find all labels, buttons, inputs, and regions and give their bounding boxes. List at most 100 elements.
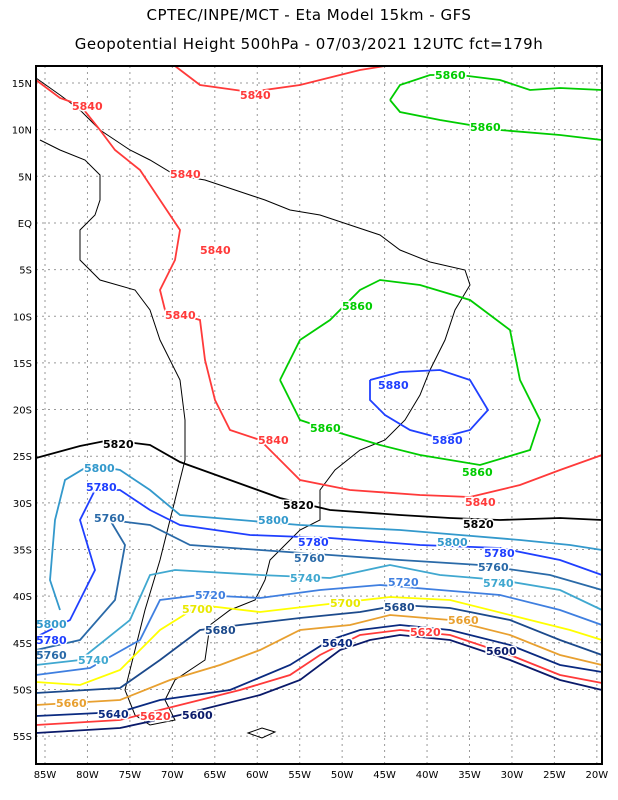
lon-tick-label: 65W: [203, 770, 226, 781]
contour-5620: [35, 629, 603, 726]
contour-label-5640: 5640: [322, 637, 353, 650]
lon-tick-label: 50W: [331, 770, 354, 781]
contour-label-5600: 5600: [486, 645, 517, 658]
contour-label-5840: 5840: [72, 100, 103, 113]
lat-tick-label: 50S: [13, 685, 32, 696]
map-frame: [35, 65, 603, 765]
lat-tick-label: 15S: [13, 359, 32, 370]
contour-5860: [389, 74, 603, 101]
contour-label-5620: 5620: [140, 710, 171, 723]
lat-tick-label: 45S: [13, 639, 32, 650]
contour-label-5740: 5740: [483, 577, 514, 590]
lon-tick-label: 45W: [373, 770, 396, 781]
lat-tick-label: 25S: [13, 452, 32, 463]
contour-label-5880: 5880: [378, 379, 409, 392]
contour-label-5700: 5700: [182, 603, 213, 616]
contour-label-5800: 5800: [258, 514, 289, 527]
contour-label-5700: 5700: [330, 597, 361, 610]
contour-label-5860: 5860: [462, 466, 493, 479]
contour-label-5820: 5820: [463, 518, 494, 531]
coastline: [35, 77, 471, 726]
lon-tick-label: 60W: [246, 770, 269, 781]
contour-label-5860: 5860: [310, 422, 341, 435]
contour-5880: [369, 369, 490, 439]
contour-5720: [35, 584, 603, 676]
contour-label-5800: 5800: [36, 618, 67, 631]
contour-5600: [35, 634, 603, 734]
contour-label-5680: 5680: [384, 601, 415, 614]
contour-5660: [35, 614, 603, 706]
contour-label-5720: 5720: [388, 576, 419, 589]
contour-5860: [279, 279, 541, 466]
lat-tick-label: 55S: [13, 732, 32, 743]
lat-tick-label: 20S: [13, 406, 32, 417]
graticule: [36, 66, 602, 764]
contour-5740: [35, 564, 603, 666]
contour-label-5860: 5860: [435, 69, 466, 82]
title-line-1: CPTEC/INPE/MCT - Eta Model 15km - GFS: [146, 6, 472, 24]
lon-tick-label: 80W: [76, 770, 99, 781]
contour-label-5840: 5840: [240, 89, 271, 102]
lon-tick-label: 20W: [586, 770, 609, 781]
contour-label-5840: 5840: [465, 496, 496, 509]
contour-label-5840: 5840: [258, 434, 289, 447]
contour-label-5600: 5600: [182, 709, 213, 722]
contour-label-5720: 5720: [195, 589, 226, 602]
contour-label-5760: 5760: [294, 552, 325, 565]
contour-label-5820: 5820: [283, 499, 314, 512]
contour-label-5660: 5660: [56, 697, 87, 710]
contour-label-5640: 5640: [98, 708, 129, 721]
lat-tick-label: 15N: [12, 79, 32, 90]
contour-5840: [174, 65, 386, 93]
contour-label-5840: 5840: [165, 309, 196, 322]
contour-label-5740: 5740: [290, 572, 321, 585]
contour-label-5620: 5620: [410, 626, 441, 639]
contour-5640: [35, 624, 603, 717]
contour-label-5780: 5780: [298, 536, 329, 549]
contour-label-5780: 5780: [36, 634, 67, 647]
lon-tick-label: 70W: [161, 770, 184, 781]
contour-5820: [35, 439, 603, 521]
contour-label-5740: 5740: [78, 654, 109, 667]
title-line-2: Geopotential Height 500hPa - 07/03/2021 …: [74, 35, 544, 53]
contour-5860: [389, 99, 603, 141]
lon-tick-label: 40W: [416, 770, 439, 781]
lat-tick-label: 10S: [13, 312, 32, 323]
lon-tick-label: 25W: [543, 770, 566, 781]
contour-label-5860: 5860: [342, 300, 373, 313]
contour-label-5800: 5800: [84, 462, 115, 475]
lat-tick-label: 30S: [13, 499, 32, 510]
lat-tick-label: 5S: [19, 266, 32, 277]
lon-tick-label: 85W: [34, 770, 57, 781]
lat-tick-label: 10N: [12, 126, 32, 137]
lat-tick-label: 40S: [13, 592, 32, 603]
island-falklands: [246, 727, 277, 739]
lon-tick-label: 55W: [288, 770, 311, 781]
contour-label-5860: 5860: [470, 121, 501, 134]
contour-label-5760: 5760: [36, 649, 67, 662]
contour-5800: [49, 464, 603, 611]
contour-label-5800: 5800: [437, 536, 468, 549]
contour-label-5840: 5840: [200, 244, 231, 257]
lat-tick-label: EQ: [18, 219, 32, 230]
contour-label-5840: 5840: [170, 168, 201, 181]
lon-tick-label: 35W: [458, 770, 481, 781]
contour-label-5880: 5880: [432, 434, 463, 447]
lat-tick-label: 35S: [13, 546, 32, 557]
contour-5780: [35, 489, 603, 638]
lat-tick-label: 5N: [18, 172, 32, 183]
contour-label-5760: 5760: [478, 561, 509, 574]
contour-label-5780: 5780: [86, 481, 117, 494]
contour-label-5820: 5820: [103, 438, 134, 451]
lon-tick-label: 30W: [501, 770, 524, 781]
contour-5760: [35, 518, 603, 651]
contour-label-5680: 5680: [205, 624, 236, 637]
contour-5700: [35, 596, 603, 686]
contour-label-5760: 5760: [94, 512, 125, 525]
contour-5680: [35, 604, 603, 694]
contour-5840: [35, 79, 603, 498]
contour-label-5780: 5780: [484, 547, 515, 560]
contour-label-5660: 5660: [448, 614, 479, 627]
lon-tick-label: 75W: [119, 770, 142, 781]
